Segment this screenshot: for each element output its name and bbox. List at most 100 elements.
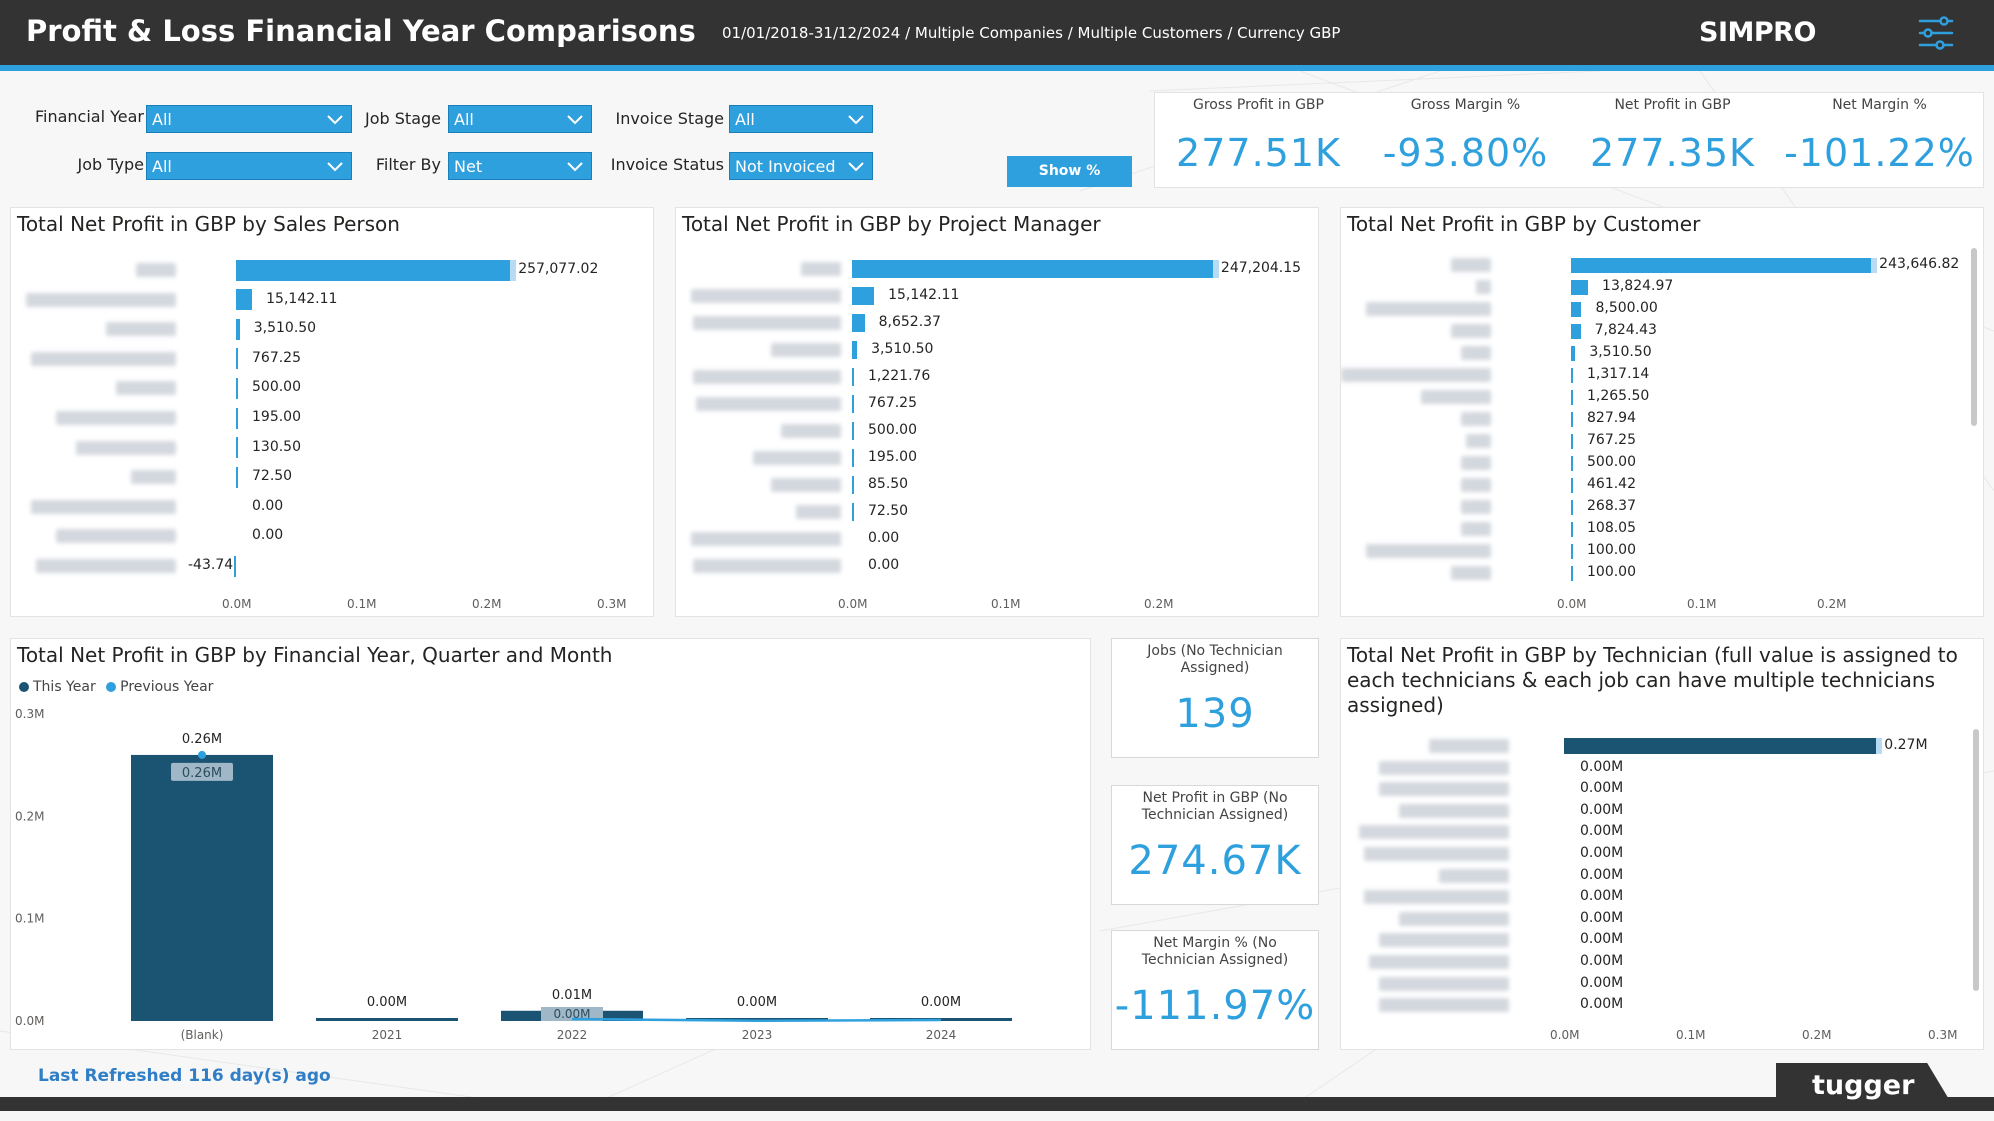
- category-label-redacted: [1421, 390, 1491, 404]
- data-label: 1,221.76: [868, 368, 931, 384]
- filter-by-dropdown[interactable]: Net: [448, 152, 592, 180]
- sliders-icon[interactable]: [1918, 16, 1954, 50]
- data-label-this-year: 0.00M: [737, 995, 777, 1010]
- tugger-badge: tugger: [1776, 1063, 1956, 1111]
- invoice-status-dropdown[interactable]: Not Invoiced: [729, 152, 873, 180]
- job-stage-value: All: [454, 110, 474, 129]
- legend-previous-year: Previous Year: [120, 679, 214, 695]
- chart-title: Total Net Profit in GBP by Project Manag…: [682, 212, 1101, 236]
- category-label-redacted: [1461, 346, 1491, 360]
- bar: [234, 555, 236, 577]
- financial-year-chart[interactable]: Total Net Profit in GBP by Financial Yea…: [10, 638, 1091, 1050]
- category-label-redacted: [693, 316, 841, 330]
- chart-title: Total Net Profit in GBP by Customer: [1347, 212, 1701, 236]
- bar: [1564, 824, 1566, 840]
- invoice-stage-dropdown[interactable]: All: [729, 105, 873, 133]
- job-type-dropdown[interactable]: All: [146, 152, 352, 180]
- data-label-this-year: 0.01M: [552, 988, 592, 1003]
- data-label: 195.00: [868, 449, 917, 465]
- card-label: Jobs (No Technician Assigned): [1147, 643, 1283, 676]
- data-label: 461.42: [1587, 476, 1636, 492]
- bar: [852, 341, 858, 359]
- bar: [1564, 846, 1566, 862]
- category-label-redacted: [1451, 566, 1491, 580]
- bar: [1571, 389, 1573, 405]
- data-label: 85.50: [868, 476, 909, 492]
- card-net-profit-no-technician: Net Profit in GBP (No Technician Assigne…: [1111, 785, 1319, 905]
- vertical-scrollbar[interactable]: [1973, 729, 1979, 991]
- project-manager-chart[interactable]: Total Net Profit in GBP by Project Manag…: [675, 207, 1319, 617]
- category-label-redacted: [1451, 324, 1491, 338]
- data-label: 268.37: [1587, 498, 1636, 514]
- bar: [1571, 345, 1576, 361]
- category-label-redacted: [771, 478, 841, 492]
- bar: [236, 289, 253, 311]
- kpi-net-profit: Net Profit in GBP 277.35K: [1569, 93, 1776, 175]
- category-label-redacted: [781, 424, 841, 438]
- card-jobs-no-technician: Jobs (No Technician Assigned) 139: [1111, 638, 1319, 758]
- category-label-redacted: [31, 351, 176, 366]
- data-label: 767.25: [252, 349, 301, 366]
- bar: [1571, 323, 1581, 339]
- kpi-value: 277.35K: [1590, 131, 1755, 175]
- data-label: 0.27M: [1884, 737, 1928, 753]
- chevron-down-icon: [327, 115, 343, 125]
- data-label: 108.05: [1587, 520, 1636, 536]
- data-label: 0.00M: [1580, 974, 1624, 991]
- kpi-label: Gross Profit in GBP: [1193, 97, 1324, 113]
- data-label: 500.00: [252, 379, 301, 396]
- data-label-bg-previous-year: [171, 762, 233, 781]
- category-label-redacted: [36, 559, 176, 573]
- axis-tick-label: 0.1M: [1687, 597, 1717, 611]
- job-stage-dropdown[interactable]: All: [448, 105, 592, 133]
- card-label: Net Margin % (No Technician Assigned): [1141, 935, 1289, 968]
- bar: [1571, 367, 1573, 383]
- category-label-redacted: [1461, 522, 1491, 536]
- bar: [1571, 543, 1573, 559]
- technician-chart[interactable]: Total Net Profit in GBP by Technician (f…: [1340, 638, 1984, 1050]
- kpi-label: Gross Margin %: [1410, 97, 1521, 113]
- category-label-redacted: [1379, 933, 1509, 948]
- bar: [1571, 455, 1573, 471]
- data-label: 72.50: [252, 468, 293, 485]
- x-tick-label: 2021: [372, 1028, 403, 1042]
- financial-year-label: Financial Year: [34, 107, 144, 126]
- bar: [1571, 433, 1573, 449]
- data-label: 100.00: [1587, 564, 1636, 580]
- data-label: 15,142.11: [888, 287, 960, 303]
- axis-tick-label: 0.1M: [347, 597, 377, 611]
- data-label-this-year: 0.00M: [921, 995, 961, 1010]
- category-label-redacted: [801, 262, 841, 276]
- data-label: -43.74: [188, 557, 234, 573]
- bar: [852, 314, 865, 332]
- bar: [236, 437, 238, 459]
- data-label: 0.00M: [1580, 909, 1624, 926]
- data-label: 0.00M: [1580, 823, 1624, 840]
- bar: [1564, 997, 1566, 1013]
- vertical-scrollbar[interactable]: [1971, 248, 1977, 426]
- bar: [236, 496, 238, 517]
- category-label-redacted: [1461, 478, 1491, 492]
- bar: [236, 526, 238, 547]
- bar: [1564, 932, 1566, 948]
- bar: [852, 503, 854, 521]
- bar: [1571, 279, 1589, 295]
- category-label-redacted: [1399, 803, 1509, 818]
- bar-highlight-cap: [1212, 260, 1219, 278]
- customer-chart[interactable]: Total Net Profit in GBP by Customer 243,…: [1340, 207, 1984, 617]
- data-label: 767.25: [1587, 432, 1636, 448]
- category-label-redacted: [1366, 544, 1491, 558]
- x-tick-label: 2022: [557, 1028, 588, 1042]
- bar: [1564, 911, 1566, 927]
- bar: [1571, 521, 1573, 537]
- sales-person-chart[interactable]: Total Net Profit in GBP by Sales Person …: [10, 207, 654, 617]
- bar: [1564, 803, 1566, 819]
- card-net-margin-no-technician: Net Margin % (No Technician Assigned) -1…: [1111, 930, 1319, 1050]
- data-label: 0.00M: [1580, 888, 1624, 905]
- financial-year-dropdown[interactable]: All: [146, 105, 352, 133]
- show-percent-button[interactable]: Show %: [1007, 156, 1132, 187]
- category-label-redacted: [1379, 760, 1509, 775]
- data-label: 0.00M: [1580, 996, 1624, 1013]
- data-label: 1,317.14: [1587, 366, 1650, 382]
